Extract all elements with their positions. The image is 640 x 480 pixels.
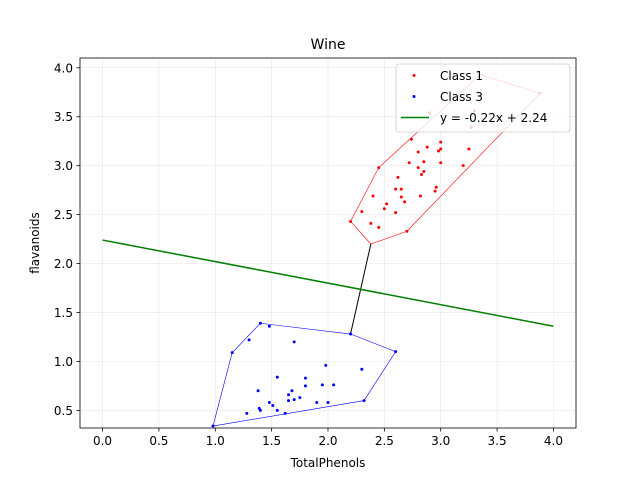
x-tick-label: 3.0 — [431, 434, 450, 448]
legend-marker — [412, 74, 416, 77]
data-point — [360, 210, 364, 214]
data-point — [425, 145, 429, 149]
data-point — [377, 166, 381, 170]
data-point — [298, 396, 302, 400]
y-tick-label: 0.5 — [54, 404, 73, 418]
data-point — [420, 172, 424, 176]
y-axis-label: flavanoids — [28, 212, 42, 274]
data-point — [245, 411, 249, 415]
legend: Class 1 Class 3 y = -0.22x + 2.24 — [395, 63, 571, 133]
y-tick-label: 2.0 — [54, 257, 73, 271]
data-point — [467, 147, 471, 151]
data-point — [405, 229, 409, 233]
data-point — [396, 175, 400, 179]
data-point — [324, 363, 328, 367]
data-point — [247, 338, 251, 342]
data-point — [422, 170, 426, 174]
data-point — [292, 398, 296, 402]
x-ticks: 0.0 0.5 1.0 1.5 2.0 2.5 3.0 3.5 4.0 — [93, 428, 563, 448]
data-point — [407, 161, 411, 165]
data-point — [362, 399, 366, 403]
x-tick-label: 3.5 — [488, 434, 507, 448]
data-point — [287, 399, 291, 403]
y-tick-label: 1.0 — [54, 355, 73, 369]
data-point — [290, 389, 294, 393]
legend-box — [395, 63, 571, 133]
data-point — [267, 324, 271, 328]
legend-label: Class 3 — [440, 90, 483, 104]
y-tick-label: 3.0 — [54, 159, 73, 173]
data-point — [461, 164, 465, 168]
data-point — [211, 424, 215, 428]
data-point — [283, 411, 287, 415]
data-point — [275, 375, 279, 379]
y-tick-label: 1.5 — [54, 306, 73, 320]
data-point — [385, 202, 389, 206]
data-point — [403, 200, 407, 204]
data-point — [394, 350, 398, 354]
data-point — [303, 384, 307, 388]
data-point — [271, 403, 275, 407]
data-point — [258, 321, 262, 325]
data-point — [436, 149, 440, 153]
x-tick-label: 2.0 — [318, 434, 337, 448]
data-point — [434, 185, 438, 189]
data-point — [377, 225, 381, 229]
data-point — [409, 137, 413, 141]
x-tick-label: 2.5 — [375, 434, 394, 448]
data-point — [439, 161, 443, 165]
data-point — [349, 332, 353, 336]
regression-line — [102, 239, 554, 327]
data-point — [382, 207, 386, 211]
data-point — [369, 221, 373, 225]
legend-label: Class 1 — [440, 69, 483, 83]
chart-title: Wine — [311, 37, 346, 53]
y-ticks: 0.5 1.0 1.5 2.0 2.5 3.0 3.5 4.0 — [54, 61, 80, 418]
data-point — [399, 195, 403, 199]
legend-marker — [412, 95, 416, 98]
data-point — [258, 408, 262, 412]
data-point — [320, 383, 324, 387]
data-point — [332, 383, 336, 387]
data-point — [256, 389, 260, 393]
x-tick-label: 1.5 — [262, 434, 281, 448]
data-point — [292, 340, 296, 344]
scatter-points — [211, 91, 542, 428]
data-point — [287, 393, 291, 397]
data-point — [439, 140, 443, 144]
x-tick-label: 0.5 — [149, 434, 168, 448]
legend-label: y = -0.22x + 2.24 — [440, 111, 547, 125]
grid — [80, 58, 576, 428]
fit-line — [102, 239, 554, 327]
x-tick-label: 4.0 — [544, 434, 563, 448]
data-point — [267, 401, 271, 405]
data-point — [326, 401, 330, 405]
data-point — [371, 194, 375, 198]
x-tick-label: 0.0 — [93, 434, 112, 448]
data-point — [275, 408, 279, 412]
y-tick-label: 4.0 — [54, 61, 73, 75]
data-point — [418, 194, 422, 198]
data-point — [230, 351, 234, 355]
data-point — [315, 401, 319, 405]
data-point — [399, 187, 403, 191]
data-point — [422, 160, 426, 164]
data-point — [349, 219, 353, 223]
x-tick-label: 1.0 — [206, 434, 225, 448]
y-tick-label: 2.5 — [54, 208, 73, 222]
data-point — [433, 189, 437, 193]
y-tick-label: 3.5 — [54, 110, 73, 124]
data-point — [439, 147, 443, 151]
x-axis-label: TotalPhenols — [290, 456, 366, 470]
data-point — [394, 211, 398, 215]
data-point — [394, 187, 398, 191]
plot-frame — [79, 57, 577, 429]
data-point — [416, 150, 420, 154]
data-point — [416, 166, 420, 170]
data-point — [303, 376, 307, 380]
data-point — [360, 367, 364, 371]
